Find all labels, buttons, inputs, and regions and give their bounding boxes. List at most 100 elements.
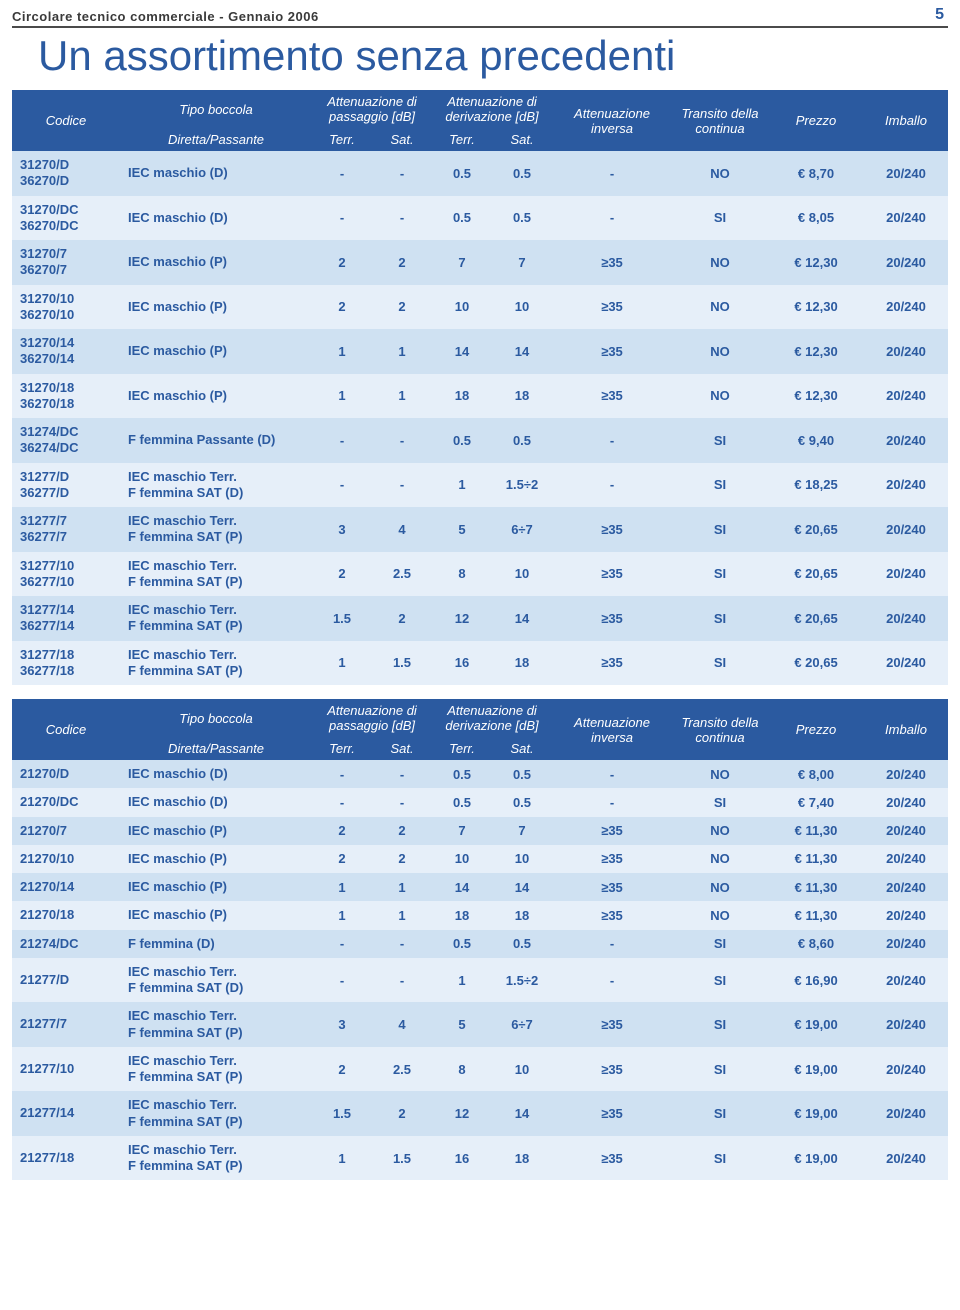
cell-p-terr: - [312, 196, 372, 241]
cell-code: 21270/18 [12, 901, 120, 929]
cell-imb: 20/240 [864, 507, 948, 552]
cell-trans: SI [672, 418, 768, 463]
cell-trans: NO [672, 374, 768, 419]
cell-inv: - [552, 196, 672, 241]
th-sat1: Sat. [372, 128, 432, 151]
cell-p-sat: 2 [372, 817, 432, 845]
cell-prezzo: € 19,00 [768, 1091, 864, 1136]
cell-d-terr: 12 [432, 1091, 492, 1136]
cell-prezzo: € 11,30 [768, 845, 864, 873]
cell-inv: ≥35 [552, 1047, 672, 1092]
th-imballo: Imballo [864, 699, 948, 760]
cell-code: 31270/1036270/10 [12, 285, 120, 330]
cell-inv: - [552, 788, 672, 816]
cell-p-terr: 1 [312, 329, 372, 374]
cell-p-sat: 2.5 [372, 1047, 432, 1092]
table-row: 21270/DCIEC maschio (D)--0.50.5-SI€ 7,40… [12, 788, 948, 816]
cell-prezzo: € 8,05 [768, 196, 864, 241]
cell-prezzo: € 20,65 [768, 641, 864, 686]
cell-inv: ≥35 [552, 329, 672, 374]
cell-imb: 20/240 [864, 1091, 948, 1136]
cell-p-terr: - [312, 958, 372, 1003]
table-row: 31274/DC36274/DCF femmina Passante (D)--… [12, 418, 948, 463]
cell-p-terr: - [312, 930, 372, 958]
th-prezzo: Prezzo [768, 90, 864, 151]
cell-trans: NO [672, 329, 768, 374]
cell-trans: NO [672, 901, 768, 929]
table1-head: Codice Tipo boccola Attenuazione di pass… [12, 90, 948, 151]
cell-trans: SI [672, 1091, 768, 1136]
cell-tipo: IEC maschio (P) [120, 845, 312, 873]
cell-trans: NO [672, 151, 768, 196]
cell-tipo: IEC maschio Terr.F femmina SAT (P) [120, 596, 312, 641]
table-row: 21270/7IEC maschio (P)2277≥35NO€ 11,3020… [12, 817, 948, 845]
cell-imb: 20/240 [864, 552, 948, 597]
cell-p-terr: 2 [312, 845, 372, 873]
cell-p-terr: 1.5 [312, 1091, 372, 1136]
cell-d-terr: 0.5 [432, 930, 492, 958]
cell-d-terr: 1 [432, 463, 492, 508]
cell-trans: NO [672, 285, 768, 330]
cell-code: 31277/1036277/10 [12, 552, 120, 597]
cell-prezzo: € 11,30 [768, 901, 864, 929]
doc-title: Circolare tecnico commerciale - Gennaio … [12, 9, 319, 24]
cell-d-terr: 1 [432, 958, 492, 1003]
cell-imb: 20/240 [864, 196, 948, 241]
th-transito: Transito della continua [672, 90, 768, 151]
cell-p-sat: - [372, 196, 432, 241]
cell-inv: ≥35 [552, 845, 672, 873]
cell-imb: 20/240 [864, 641, 948, 686]
cell-d-sat: 10 [492, 845, 552, 873]
cell-imb: 20/240 [864, 760, 948, 788]
cell-inv: ≥35 [552, 374, 672, 419]
table-row: 21277/DIEC maschio Terr.F femmina SAT (D… [12, 958, 948, 1003]
cell-trans: NO [672, 873, 768, 901]
cell-p-sat: - [372, 930, 432, 958]
cell-d-sat: 18 [492, 374, 552, 419]
cell-d-sat: 7 [492, 240, 552, 285]
cell-prezzo: € 18,25 [768, 463, 864, 508]
th-terr1: Terr. [312, 737, 372, 760]
cell-code: 31277/D36277/D [12, 463, 120, 508]
cell-tipo: IEC maschio Terr.F femmina SAT (D) [120, 463, 312, 508]
cell-code: 21277/10 [12, 1047, 120, 1092]
table-row: 31270/D36270/DIEC maschio (D)--0.50.5-NO… [12, 151, 948, 196]
cell-d-terr: 10 [432, 285, 492, 330]
cell-imb: 20/240 [864, 374, 948, 419]
cell-code: 21277/D [12, 958, 120, 1003]
th-att-deriv: Attenuazione di derivazione [dB] [432, 90, 552, 128]
cell-p-terr: 2 [312, 817, 372, 845]
cell-d-sat: 14 [492, 596, 552, 641]
cell-d-terr: 0.5 [432, 760, 492, 788]
cell-inv: - [552, 151, 672, 196]
cell-code: 31274/DC36274/DC [12, 418, 120, 463]
th-tipo: Tipo boccola [120, 699, 312, 737]
cell-p-sat: 2 [372, 1091, 432, 1136]
cell-imb: 20/240 [864, 845, 948, 873]
cell-tipo: IEC maschio (P) [120, 240, 312, 285]
cell-prezzo: € 12,30 [768, 374, 864, 419]
cell-code: 21270/DC [12, 788, 120, 816]
cell-p-terr: 1 [312, 1136, 372, 1181]
cell-p-sat: - [372, 958, 432, 1003]
cell-d-sat: 14 [492, 873, 552, 901]
cell-d-terr: 0.5 [432, 418, 492, 463]
cell-d-terr: 0.5 [432, 788, 492, 816]
cell-inv: ≥35 [552, 507, 672, 552]
table-row: 21274/DCF femmina (D)--0.50.5-SI€ 8,6020… [12, 930, 948, 958]
cell-tipo: IEC maschio (D) [120, 760, 312, 788]
cell-p-terr: 1.5 [312, 596, 372, 641]
th-att-deriv: Attenuazione di derivazione [dB] [432, 699, 552, 737]
cell-d-sat: 7 [492, 817, 552, 845]
cell-inv: ≥35 [552, 1002, 672, 1047]
cell-d-terr: 10 [432, 845, 492, 873]
cell-d-terr: 5 [432, 1002, 492, 1047]
table2-head: Codice Tipo boccola Attenuazione di pass… [12, 699, 948, 760]
cell-d-sat: 0.5 [492, 760, 552, 788]
main-title: Un assortimento senza precedenti [38, 32, 948, 80]
cell-tipo: IEC maschio Terr.F femmina SAT (P) [120, 1002, 312, 1047]
cell-d-terr: 7 [432, 240, 492, 285]
cell-prezzo: € 20,65 [768, 596, 864, 641]
cell-imb: 20/240 [864, 1047, 948, 1092]
product-table-1: Codice Tipo boccola Attenuazione di pass… [12, 90, 948, 685]
